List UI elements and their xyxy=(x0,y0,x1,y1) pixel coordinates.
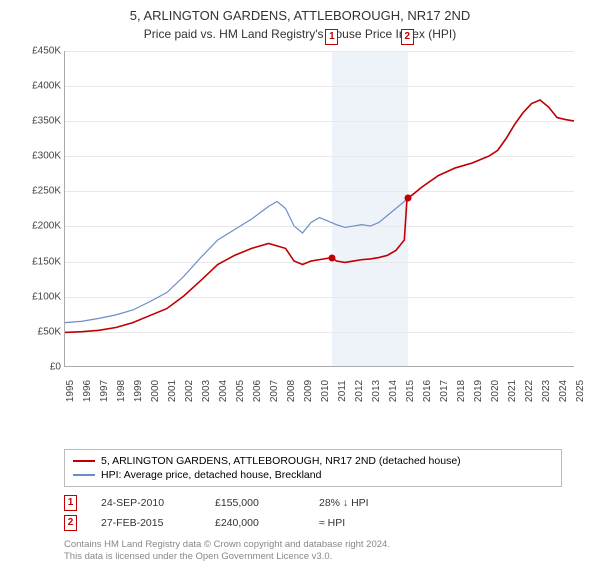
x-axis-tick: 2021 xyxy=(507,380,518,402)
sale-marker-dot xyxy=(404,195,411,202)
legend-label: HPI: Average price, detached house, Brec… xyxy=(101,469,321,481)
sale-marker-dot xyxy=(329,255,336,262)
series-price_paid xyxy=(65,100,574,332)
x-axis-tick: 2015 xyxy=(405,380,416,402)
footnote-line: This data is licensed under the Open Gov… xyxy=(64,551,580,563)
footnote-line: Contains HM Land Registry data © Crown c… xyxy=(64,539,580,551)
x-axis-tick: 2008 xyxy=(286,380,297,402)
line-series-svg xyxy=(65,51,574,366)
transaction-marker: 2 xyxy=(64,515,77,531)
x-axis-tick: 2020 xyxy=(490,380,501,402)
chart-area: £0 £50K £100K £150K £200K £250K £300K £350K £400… xyxy=(20,47,580,407)
x-axis-tick: 2005 xyxy=(235,380,246,402)
legend-item: HPI: Average price, detached house, Brec… xyxy=(73,468,553,482)
x-axis-tick: 2023 xyxy=(541,380,552,402)
x-axis-tick: 2000 xyxy=(150,380,161,402)
x-axis-tick: 2004 xyxy=(218,380,229,402)
series-hpi xyxy=(65,100,574,323)
x-axis-tick: 2010 xyxy=(320,380,331,402)
legend-label: 5, ARLINGTON GARDENS, ATTLEBOROUGH, NR17… xyxy=(101,455,461,467)
x-axis-tick: 2007 xyxy=(269,380,280,402)
y-axis-tick: £300K xyxy=(17,151,61,162)
transaction-date: 27-FEB-2015 xyxy=(101,517,191,529)
y-axis-tick: £150K xyxy=(17,256,61,267)
x-axis-tick: 2009 xyxy=(303,380,314,402)
x-axis-tick: 2016 xyxy=(422,380,433,402)
y-axis-tick: £400K xyxy=(17,81,61,92)
transaction-delta: 28% ↓ HPI xyxy=(319,497,399,509)
transaction-date: 24-SEP-2010 xyxy=(101,497,191,509)
y-axis-tick: £350K xyxy=(17,116,61,127)
transaction-row: 2 27-FEB-2015 £240,000 ≈ HPI xyxy=(64,513,562,533)
x-axis-tick: 2006 xyxy=(252,380,263,402)
chart-subtitle: Price paid vs. HM Land Registry's House … xyxy=(20,27,580,41)
x-axis-tick: 2017 xyxy=(439,380,450,402)
transaction-price: £240,000 xyxy=(215,517,295,529)
y-axis-tick: £100K xyxy=(17,291,61,302)
x-axis-tick: 2013 xyxy=(371,380,382,402)
legend-item: 5, ARLINGTON GARDENS, ATTLEBOROUGH, NR17… xyxy=(73,454,553,468)
x-axis-tick: 1997 xyxy=(99,380,110,402)
x-axis-tick: 2022 xyxy=(524,380,535,402)
x-axis-tick: 2014 xyxy=(388,380,399,402)
y-axis-tick: £250K xyxy=(17,186,61,197)
y-axis-tick: £450K xyxy=(17,45,61,56)
transaction-price: £155,000 xyxy=(215,497,295,509)
transaction-row: 1 24-SEP-2010 £155,000 28% ↓ HPI xyxy=(64,493,562,513)
x-axis-tick: 2024 xyxy=(558,380,569,402)
x-axis-tick: 2001 xyxy=(167,380,178,402)
legend-swatch xyxy=(73,474,95,476)
x-axis-tick: 2012 xyxy=(354,380,365,402)
x-axis-tick: 2018 xyxy=(456,380,467,402)
x-axis-tick: 2025 xyxy=(575,380,586,402)
x-axis-tick: 1996 xyxy=(82,380,93,402)
x-axis-tick: 2003 xyxy=(201,380,212,402)
x-axis-tick: 2002 xyxy=(184,380,195,402)
plot-region: £0£50K£100K£150K£200K£250K£300K£350K£400… xyxy=(64,51,574,367)
chart-title: 5, ARLINGTON GARDENS, ATTLEBOROUGH, NR17… xyxy=(20,8,580,25)
x-axis-tick: 2019 xyxy=(473,380,484,402)
sale-marker-box: 2 xyxy=(401,29,414,45)
transaction-table: 1 24-SEP-2010 £155,000 28% ↓ HPI 2 27-FEB-201… xyxy=(64,493,562,533)
chart-container: 5, ARLINGTON GARDENS, ATTLEBOROUGH, NR17… xyxy=(0,0,600,560)
transaction-marker: 1 xyxy=(64,495,77,511)
y-axis-tick: £0 xyxy=(17,361,61,372)
x-axis-tick: 1998 xyxy=(116,380,127,402)
x-axis-tick: 1999 xyxy=(133,380,144,402)
legend-swatch xyxy=(73,460,95,462)
x-axis-tick: 2011 xyxy=(337,380,348,402)
y-axis-tick: £50K xyxy=(17,326,61,337)
y-axis-tick: £200K xyxy=(17,221,61,232)
legend-box: 5, ARLINGTON GARDENS, ATTLEBOROUGH, NR17… xyxy=(64,449,562,487)
sale-marker-box: 1 xyxy=(325,29,338,45)
x-axis-tick: 1995 xyxy=(65,380,76,402)
transaction-delta: ≈ HPI xyxy=(319,517,399,529)
